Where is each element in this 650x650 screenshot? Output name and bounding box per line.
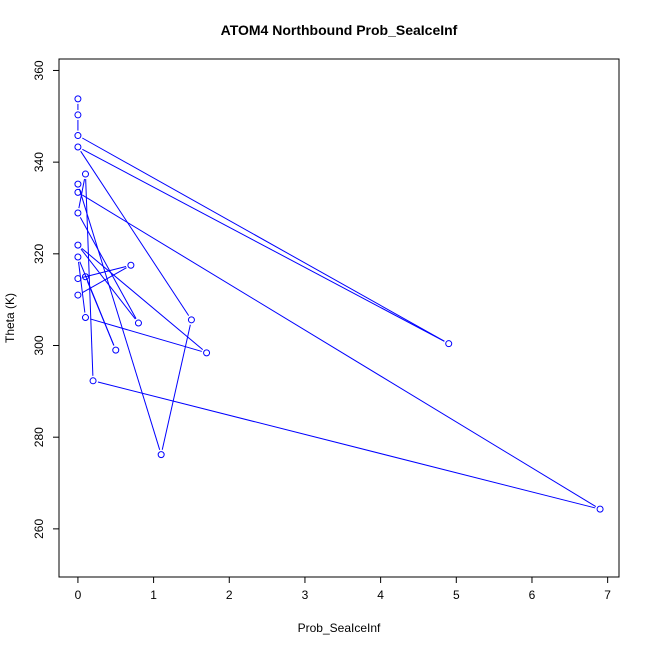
data-point bbox=[74, 143, 82, 151]
series-layer bbox=[74, 95, 604, 513]
x-tick-label: 2 bbox=[226, 588, 233, 602]
y-tick-label: 280 bbox=[32, 427, 46, 447]
data-point bbox=[81, 314, 89, 322]
x-tick-label: 1 bbox=[150, 588, 157, 602]
series-segment bbox=[161, 324, 191, 450]
data-point bbox=[596, 505, 604, 513]
series-segment bbox=[85, 179, 94, 376]
data-point bbox=[74, 111, 82, 119]
series-segment bbox=[86, 281, 115, 346]
y-tick-label: 320 bbox=[32, 243, 46, 263]
series-segment bbox=[78, 188, 161, 450]
data-point bbox=[81, 273, 89, 281]
x-tick-label: 6 bbox=[529, 588, 536, 602]
data-point bbox=[89, 377, 97, 385]
y-axis-label: Theta (K) bbox=[3, 293, 17, 343]
series-segment bbox=[81, 247, 204, 351]
data-point bbox=[112, 346, 120, 354]
series-segment bbox=[80, 150, 190, 316]
series-segment bbox=[97, 381, 596, 509]
data-point bbox=[74, 241, 82, 249]
y-tick-label: 300 bbox=[32, 335, 46, 355]
y-axis: 260 280 300 320 340 360 bbox=[32, 60, 60, 539]
data-point bbox=[74, 188, 82, 196]
data-point bbox=[445, 340, 453, 348]
x-tick-label: 7 bbox=[604, 588, 611, 602]
data-point bbox=[74, 132, 82, 140]
series-segment bbox=[82, 137, 445, 342]
data-point bbox=[187, 316, 195, 324]
chart-title: ATOM4 Northbound Prob_SeaIceInf bbox=[221, 22, 458, 38]
x-axis: 0 1 2 3 4 5 6 7 bbox=[75, 576, 611, 602]
x-tick-label: 0 bbox=[75, 588, 82, 602]
series-segment bbox=[82, 266, 127, 278]
series-segment bbox=[80, 248, 136, 320]
y-tick-label: 340 bbox=[32, 152, 46, 172]
data-point bbox=[127, 261, 135, 269]
data-point bbox=[74, 95, 82, 103]
x-tick-label: 4 bbox=[377, 588, 384, 602]
data-point bbox=[157, 451, 165, 459]
y-tick-label: 260 bbox=[32, 519, 46, 539]
x-tick-label: 5 bbox=[453, 588, 460, 602]
series-segment bbox=[78, 178, 86, 209]
series-segment bbox=[82, 148, 445, 342]
x-axis-label: Prob_SeaIceInf bbox=[298, 621, 381, 635]
x-tick-label: 3 bbox=[302, 588, 309, 602]
series-segment bbox=[81, 194, 597, 507]
series-segment bbox=[82, 267, 127, 294]
series-segment bbox=[78, 261, 86, 313]
data-point bbox=[74, 291, 82, 299]
data-point bbox=[203, 349, 211, 357]
series-segment bbox=[90, 318, 202, 352]
data-point bbox=[74, 253, 82, 261]
y-tick-label: 360 bbox=[32, 60, 46, 80]
data-point bbox=[74, 180, 82, 188]
data-point bbox=[81, 170, 89, 178]
data-point bbox=[74, 209, 82, 217]
data-point bbox=[134, 319, 142, 327]
series-segment bbox=[79, 217, 137, 319]
data-point bbox=[74, 275, 82, 283]
